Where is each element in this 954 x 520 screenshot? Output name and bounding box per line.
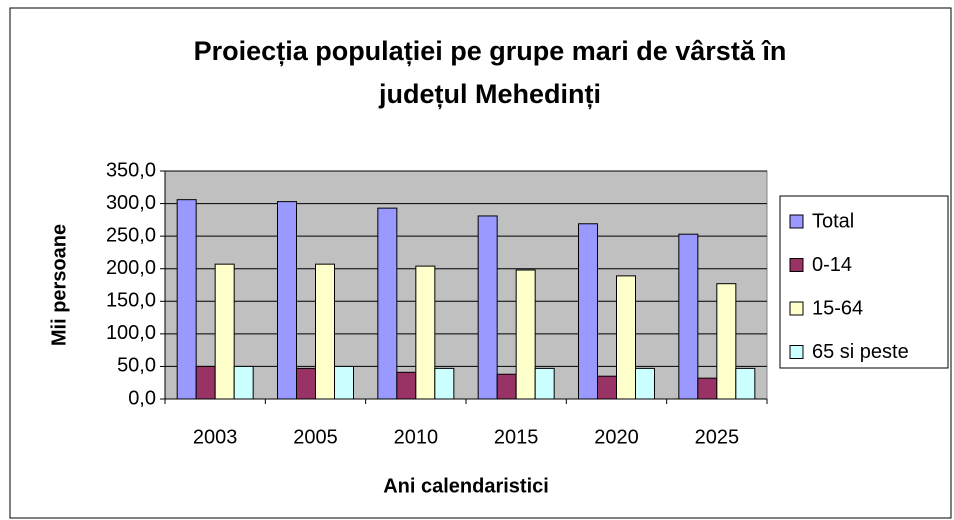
y-tick-label: 300,0 [106,192,156,214]
bar [377,207,398,400]
chart-title: Proiecția populației pe grupe mari de vâ… [194,36,787,66]
bar [315,263,335,400]
y-tick-label: 50,0 [117,355,156,377]
bar [415,265,436,400]
y-tick-label: 100,0 [106,322,156,344]
y-tick-label: 150,0 [106,290,156,312]
bar [735,367,756,400]
bar [296,367,316,400]
legend-swatch [789,214,804,229]
y-tick-label: 350,0 [106,159,156,181]
legend-label: 15-64 [812,297,863,319]
x-tick-label: 2003 [193,426,238,448]
bar [678,233,699,400]
y-tick-label: 250,0 [106,224,156,246]
bar [496,373,517,400]
bar [477,215,498,400]
x-tick-label: 2010 [394,426,439,448]
legend [779,195,949,369]
legend-swatch [789,345,804,359]
bar [334,365,354,400]
bar [597,375,617,400]
bar [277,201,297,400]
x-axis-title: Ani calendaristici [383,475,549,497]
y-axis-title: Mii persoane [48,224,70,346]
bar [233,365,254,400]
bar [434,367,455,400]
bar [697,377,718,400]
x-tick-label: 2020 [594,426,639,448]
bar [534,367,555,400]
legend-label: 0-14 [812,254,852,276]
bar [635,367,655,400]
y-tick-label: 0,0 [128,387,156,409]
bar [515,269,536,400]
bar [176,199,197,400]
x-tick-label: 2025 [695,426,740,448]
chart-title: județul Mehedinți [378,79,601,109]
x-tick-label: 2005 [293,426,338,448]
plot-area [164,170,768,400]
bar [195,365,216,400]
bar [716,283,737,400]
bar [578,223,598,400]
legend-swatch [789,301,804,316]
y-tick-label: 200,0 [106,257,156,279]
bar [396,371,417,400]
legend-label: Total [812,210,854,232]
x-tick-label: 2015 [494,426,539,448]
legend-swatch [789,258,804,272]
bar [214,263,235,400]
legend-label: 65 si peste [812,341,909,363]
bar [616,275,636,400]
